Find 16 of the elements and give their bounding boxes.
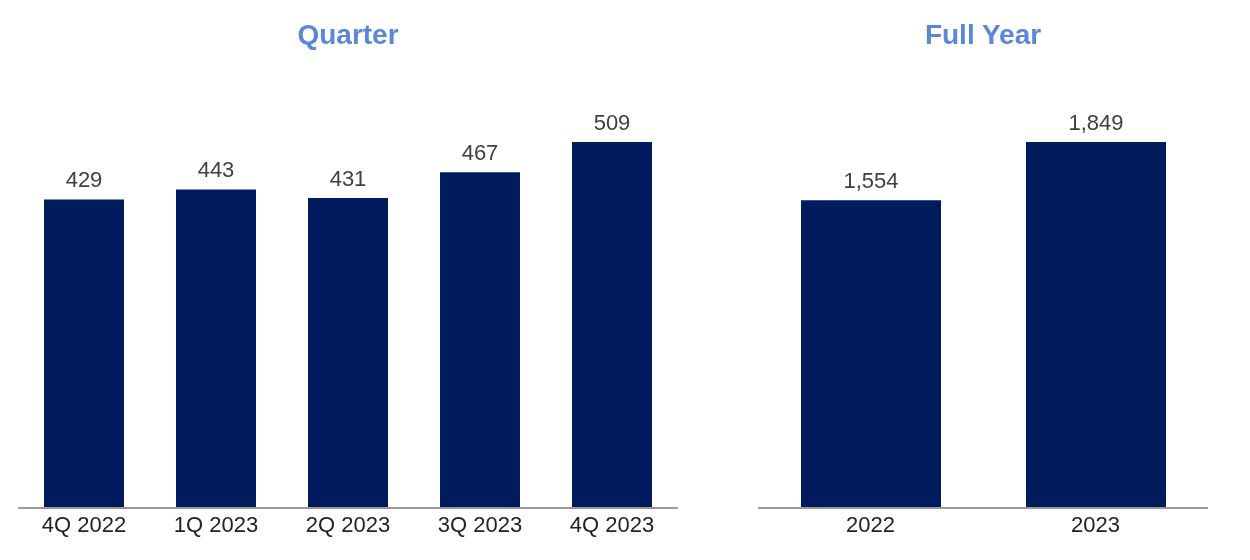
x-tick-label: 3Q 2023 [437,511,523,537]
x-tick-label: 4Q 2022 [41,511,127,537]
data-label: 509 [593,109,631,135]
x-tick-label: 1Q 2023 [173,511,259,537]
x-tick-label: 2022 [846,511,895,537]
x-tick-label: 4Q 2023 [569,511,655,537]
data-label: 1,849 [1068,109,1124,135]
chart-title: Quarter [296,18,400,52]
x-tick-label: 2Q 2023 [305,511,391,537]
data-label: 467 [461,140,499,166]
data-label: 431 [329,166,367,192]
data-label: 443 [197,157,235,183]
x-tick-label: 2023 [1071,511,1120,537]
data-label: 429 [65,167,103,193]
data-label: 1,554 [843,168,899,194]
chart-title: Full Year [923,18,1043,52]
